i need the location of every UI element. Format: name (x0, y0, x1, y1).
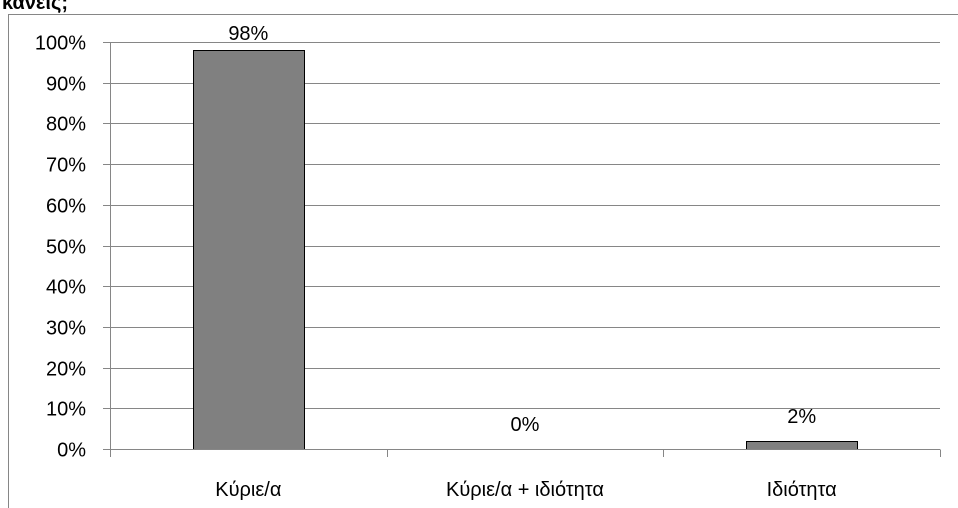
bar-3 (746, 441, 858, 450)
y-tick-label-80: 80% (46, 114, 86, 136)
y-tick-label-40: 40% (46, 277, 86, 299)
gridlines (110, 42, 940, 409)
bar-1 (193, 50, 305, 450)
x-tick-label-1: Κύριε/α (215, 479, 281, 501)
data-label-3: 2% (787, 406, 816, 428)
bars (193, 50, 858, 450)
y-tick-label-70: 70% (46, 155, 86, 177)
axes (103, 42, 941, 457)
chart-frame (8, 14, 958, 508)
data-labels: 98% 0% 2% (228, 23, 816, 436)
y-tick-label-10: 10% (46, 399, 86, 421)
data-label-1: 98% (228, 23, 268, 45)
heading-fragment: κανεις; (2, 0, 69, 14)
x-tick-label-2: Κύριε/α + ιδιότητα (446, 479, 604, 501)
x-tick-labels: Κύριε/α Κύριε/α + ιδιότητα Ιδιότητα (215, 479, 836, 501)
y-tick-label-30: 30% (46, 318, 86, 340)
y-tick-labels: 0% 10% 20% 30% 40% 50% 60% 70% 80% 90% 100% (35, 33, 86, 462)
y-tick-label-60: 60% (46, 196, 86, 218)
y-tick-label-90: 90% (46, 74, 86, 96)
data-label-2: 0% (511, 414, 540, 436)
y-tick-label-20: 20% (46, 359, 86, 381)
y-tick-label-100: 100% (35, 33, 86, 55)
y-tick-label-50: 50% (46, 237, 86, 259)
x-tick-label-3: Ιδιότητα (767, 479, 837, 501)
y-tick-label-0: 0% (57, 440, 86, 462)
